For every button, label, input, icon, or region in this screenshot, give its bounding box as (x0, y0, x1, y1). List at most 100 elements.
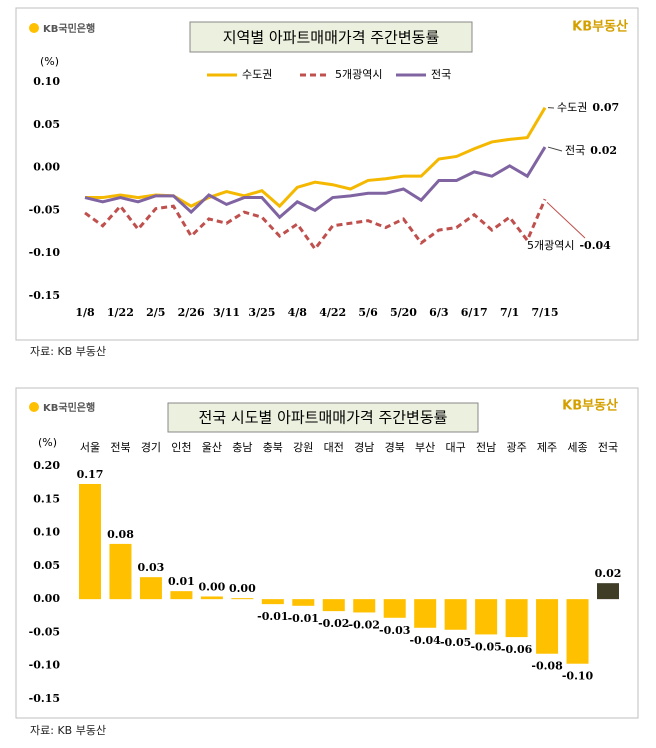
y-axis-label: (%) (38, 436, 57, 449)
title-box (167, 402, 479, 433)
leader-line (547, 146, 563, 152)
bar (292, 599, 315, 606)
leader-line (546, 201, 586, 239)
x-tick-label: 전북 (110, 441, 130, 454)
data-label: -0.05 (470, 640, 501, 653)
legend-label: 전국 (431, 68, 451, 81)
data-label: 0.02 (590, 144, 617, 157)
end-label: 5개광역시 -0.04 (527, 239, 611, 252)
brand-logo: KB부동산 (572, 19, 628, 35)
x-tick-label: 대전 (324, 441, 344, 454)
bar (353, 599, 376, 613)
bar (475, 599, 498, 635)
data-label: -0.08 (531, 660, 563, 673)
y-tick-label: 0.00 (33, 161, 60, 174)
bar (597, 583, 619, 600)
x-tick-label: 2/5 (146, 306, 165, 319)
x-tick-label: 5/20 (390, 306, 417, 319)
x-tick-label: 전국 (598, 441, 618, 454)
y-tick-label: 0.05 (33, 559, 60, 572)
end-label: 전국 0.02 (565, 144, 617, 157)
x-tick-label: 충남 (232, 441, 252, 454)
data-label: -0.10 (562, 670, 594, 683)
x-tick-label: 강원 (293, 441, 313, 454)
chart-title: 전국 시도별 아파트매매가격 주간변동률 (199, 409, 448, 427)
logo-icon (29, 23, 39, 33)
bar (536, 599, 559, 654)
chart-frame (15, 7, 639, 341)
bar (383, 599, 406, 618)
x-tick-label: 경북 (385, 441, 405, 454)
x-tick-label: 3/25 (248, 306, 275, 319)
x-tick-label: 충북 (263, 441, 283, 454)
bar (79, 483, 101, 600)
bar (505, 599, 528, 638)
data-label: -0.01 (257, 610, 288, 623)
bar (139, 577, 162, 600)
x-tick-label: 전남 (476, 441, 496, 454)
series-name: 전국 (565, 144, 585, 157)
y-tick-label: -0.05 (29, 625, 60, 638)
logo-icon (29, 402, 39, 412)
y-tick-label: 0.00 (33, 592, 60, 605)
x-tick-label: 인천 (171, 440, 191, 454)
end-label: 수도권 0.07 (557, 101, 619, 114)
x-tick-label: 5/6 (358, 306, 378, 319)
x-tick-label: 경남 (354, 441, 374, 454)
x-tick-label: 6/17 (461, 306, 488, 319)
data-label: -0.06 (501, 643, 533, 656)
data-label: 0.00 (229, 582, 256, 595)
x-tick-label: 서울 (80, 441, 100, 454)
bar (231, 598, 254, 600)
y-tick-label: -0.15 (29, 289, 60, 302)
x-tick-label: 광주 (506, 441, 526, 454)
x-tick-label: 경기 (141, 441, 161, 454)
data-label: 0.17 (77, 468, 104, 481)
x-tick-label: 4/8 (288, 306, 308, 319)
y-tick-label: -0.15 (29, 692, 60, 705)
series-line (84, 198, 547, 252)
x-tick-label: 6/3 (429, 306, 448, 319)
x-tick-label: 1/8 (75, 306, 95, 319)
bar (444, 599, 467, 630)
bank-logo: KB국민은행 (43, 401, 95, 414)
y-tick-label: -0.10 (29, 246, 61, 259)
data-label: 0.02 (595, 567, 622, 580)
x-tick-label: 3/11 (213, 306, 240, 319)
source: 자료: KB 부동산 (30, 724, 106, 737)
data-label: 0.03 (138, 561, 165, 574)
title-box (189, 21, 473, 53)
bar (566, 599, 589, 664)
data-label: -0.05 (440, 636, 471, 649)
data-label: 0.07 (592, 101, 619, 114)
y-tick-label: 0.10 (33, 75, 60, 88)
x-tick-label: 2/26 (178, 306, 205, 319)
y-tick-label: -0.10 (29, 659, 61, 672)
series-line (84, 146, 547, 220)
y-axis-label: (%) (40, 55, 59, 68)
x-tick-label: 제주 (537, 441, 557, 454)
brand-logo: KB부동산 (562, 398, 618, 414)
y-tick-label: -0.05 (29, 203, 60, 216)
x-tick-label: 부산 (415, 441, 435, 454)
x-tick-label: 세종 (567, 441, 587, 454)
legend-label: 수도권 (242, 68, 272, 81)
y-tick-label: 0.20 (33, 459, 60, 472)
series-name: 5개광역시 (527, 239, 574, 252)
data-label: 0.00 (198, 580, 225, 593)
data-label: 0.01 (168, 575, 195, 588)
data-label: -0.04 (579, 239, 611, 252)
legend-label: 5개광역시 (335, 68, 382, 81)
data-label: -0.02 (349, 618, 380, 631)
x-tick-label: 7/1 (500, 306, 519, 319)
y-tick-label: 0.10 (33, 526, 60, 539)
bar (200, 596, 223, 600)
data-label: -0.02 (318, 617, 349, 630)
y-tick-label: 0.05 (33, 118, 60, 131)
data-label: -0.01 (288, 612, 319, 625)
bank-logo: KB국민은행 (43, 22, 95, 35)
data-label: -0.04 (409, 634, 441, 647)
bar (261, 599, 284, 605)
x-tick-label: 대구 (446, 441, 466, 454)
